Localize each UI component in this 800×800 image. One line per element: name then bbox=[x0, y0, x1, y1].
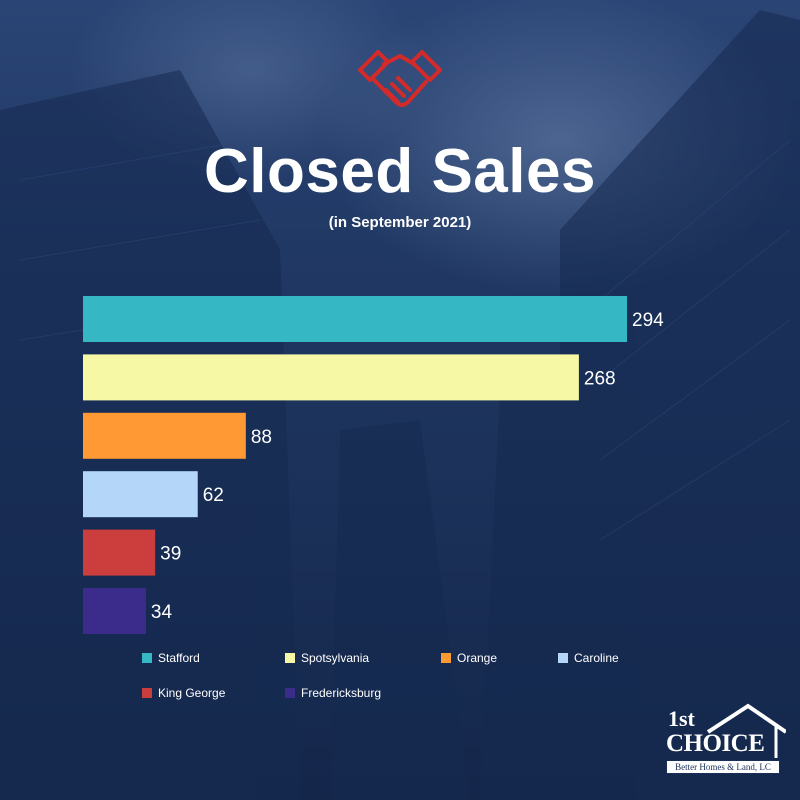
legend-label: Caroline bbox=[574, 651, 619, 665]
bar-caroline bbox=[83, 471, 198, 518]
bar-value-label: 294 bbox=[632, 310, 664, 331]
bar-fredericksburg bbox=[83, 588, 146, 634]
logo-text-choice: CHOICE bbox=[666, 730, 765, 757]
bar-king-george bbox=[83, 529, 156, 576]
legend-swatch bbox=[558, 653, 568, 663]
legend-swatch bbox=[285, 653, 295, 663]
handshake-icon bbox=[358, 50, 442, 107]
logo-text-1st: 1st bbox=[668, 706, 695, 731]
bar-orange bbox=[83, 412, 246, 459]
legend-item: Orange bbox=[441, 651, 497, 665]
bar-value-label: 39 bbox=[160, 544, 181, 565]
chart-title: Closed Sales bbox=[204, 137, 596, 206]
house-roof-icon bbox=[706, 703, 786, 758]
bar-value-label: 62 bbox=[203, 485, 224, 506]
legend-label: Stafford bbox=[158, 651, 200, 665]
bar-value-label: 34 bbox=[151, 602, 173, 623]
legend-item: King George bbox=[142, 686, 225, 700]
legend-swatch bbox=[142, 653, 152, 663]
legend-swatch bbox=[285, 688, 295, 698]
logo-tagline: Better Homes & Land, LC bbox=[666, 760, 780, 774]
bar-spotsylvania bbox=[83, 354, 579, 401]
legend-item: Spotsylvania bbox=[285, 651, 369, 665]
legend-swatch bbox=[142, 688, 152, 698]
legend-label: Orange bbox=[457, 651, 498, 665]
legend-label: King George bbox=[158, 686, 226, 700]
legend-label: Spotsylvania bbox=[301, 651, 370, 665]
chart-subtitle: (in September 2021) bbox=[328, 214, 472, 231]
legend-label: Fredericksburg bbox=[301, 686, 382, 700]
legend-item: Fredericksburg bbox=[285, 686, 381, 700]
legend-swatch bbox=[441, 653, 451, 663]
bar-stafford bbox=[83, 296, 627, 342]
legend-item: Stafford bbox=[142, 651, 200, 665]
legend-item: Caroline bbox=[558, 651, 619, 665]
bar-value-label: 88 bbox=[251, 427, 272, 448]
bar-value-label: 268 bbox=[584, 368, 616, 389]
company-logo: 1st CHOICE Better Homes & Land, LC bbox=[664, 702, 786, 776]
